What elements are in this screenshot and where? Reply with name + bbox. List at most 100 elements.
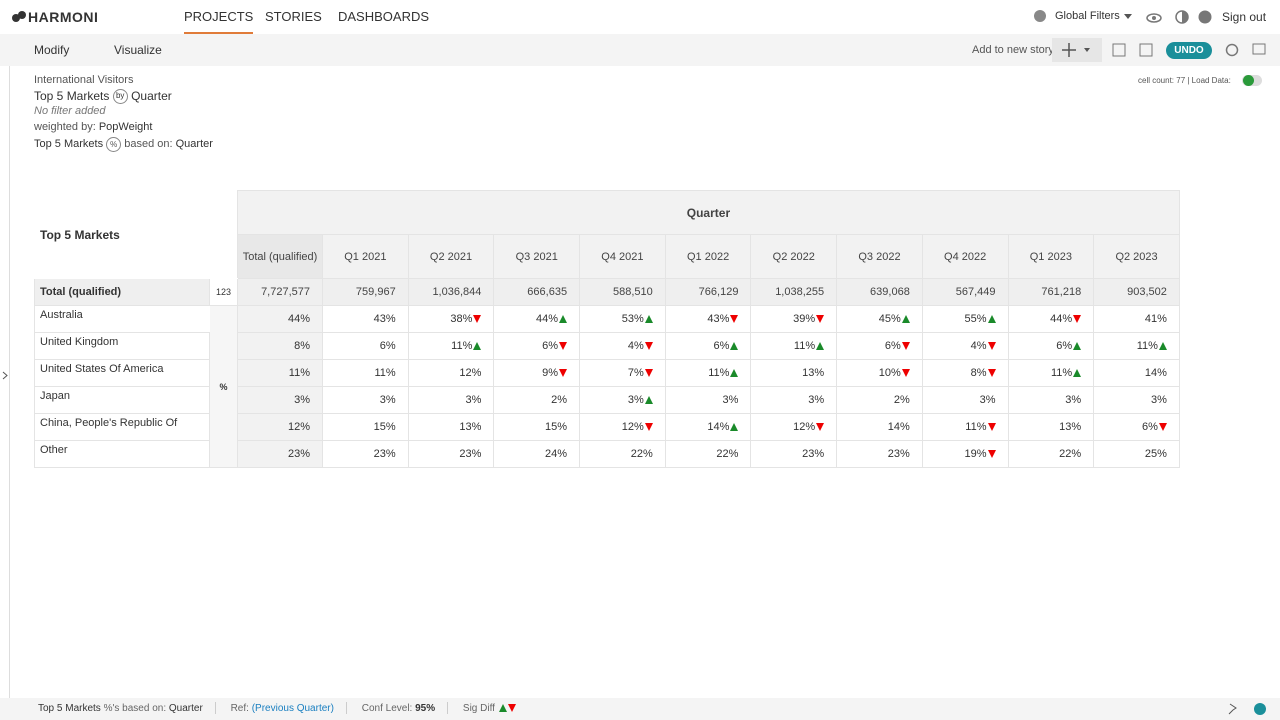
value-cell: 6%	[836, 332, 923, 360]
cell-value: 23%	[459, 448, 482, 460]
cell-value: 11%	[1050, 367, 1073, 379]
close-icon[interactable]	[1254, 703, 1266, 715]
cell-value: 3%	[722, 394, 739, 406]
corner: Top 5 Markets	[34, 190, 238, 279]
value-cell: 10%	[836, 359, 923, 387]
cell-value: 3%	[1150, 394, 1167, 406]
value-cell: 23%	[836, 440, 923, 468]
cell-value: 14%	[887, 421, 910, 433]
sig-up	[730, 369, 739, 377]
help-icon[interactable]	[1198, 10, 1212, 24]
pin-icon[interactable]	[1228, 703, 1238, 715]
globe-icon	[1034, 10, 1046, 22]
column-header: Q4 2021	[579, 234, 666, 279]
eye-icon[interactable]	[1146, 10, 1162, 24]
cell-value: 43%	[373, 313, 396, 325]
base-note: Top 5 Markets % based on: Quarter	[34, 137, 213, 152]
ref-label: Ref:	[230, 703, 249, 714]
cell-value: 13%	[802, 367, 825, 379]
value-cell: 6%	[1007, 332, 1095, 360]
cell-value: 3%	[379, 394, 396, 406]
conf-value: 95%	[415, 703, 436, 714]
value-cell: 15%	[322, 413, 409, 441]
cell-value: 41%	[1144, 313, 1167, 325]
add-story[interactable]: Add to new story	[972, 44, 1054, 56]
value-cell: 12%	[407, 359, 495, 387]
cell-value: 11%	[451, 340, 473, 352]
cell-value: 23%	[802, 448, 825, 460]
sig-down	[987, 342, 996, 350]
sig-down	[1073, 315, 1082, 323]
dataset: International Visitors	[34, 74, 134, 86]
modify[interactable]: Modify	[34, 43, 70, 57]
sig-down	[987, 450, 996, 458]
cell-value: 55%	[964, 313, 987, 325]
ref-value[interactable]: (Previous Quarter)	[251, 703, 334, 714]
cell-value: 14%	[707, 421, 730, 433]
value-cell: 11%	[322, 359, 409, 387]
value-cell: 8%	[921, 359, 1009, 387]
total-cell: 761,218	[1007, 278, 1095, 306]
total-cell: 588,510	[579, 278, 666, 306]
column-row: Total (qualified) Q1 2021 Q2 2021 Q3 2021 Q4…	[35, 234, 1180, 279]
cell-value: 22%	[1059, 448, 1082, 460]
total-cell: 1,036,844	[407, 278, 495, 306]
footer-row: Top 5 Markets	[38, 703, 101, 714]
sig-down	[901, 342, 910, 350]
value-cell: 3%	[579, 386, 666, 414]
crosstab: Top 5 Markets Quarter Total (qualified) Q1 …	[34, 190, 1180, 468]
cell-value: 3%	[294, 394, 310, 406]
value-cell: 6%	[493, 332, 581, 360]
tab[interactable]: PROJECTS	[184, 0, 254, 34]
sig-up	[1158, 342, 1167, 350]
cell-value: 44%	[287, 313, 310, 325]
sig-down	[816, 315, 825, 323]
refresh-icons[interactable]	[1225, 43, 1267, 57]
cell-value: 53%	[621, 313, 644, 325]
footer-col: Quarter	[168, 703, 203, 714]
value-cell: 8%	[237, 332, 323, 360]
column-header: Q2 2023	[1093, 234, 1180, 279]
total-cell: 639,068	[836, 278, 923, 306]
sig-up	[730, 423, 739, 431]
add-button[interactable]	[1052, 38, 1102, 62]
tab[interactable]: STORIES	[265, 9, 322, 24]
value-cell: 55%	[921, 305, 1009, 333]
row-label: Japan	[34, 386, 210, 414]
visualize[interactable]: Visualize	[114, 43, 162, 57]
undo-button[interactable]: UNDO	[1166, 42, 1212, 59]
value-cell: 7%	[579, 359, 666, 387]
sig-up	[644, 396, 653, 404]
cell-value: 13%	[459, 421, 482, 433]
pct-icon: %	[106, 137, 122, 152]
sig-down	[987, 423, 996, 431]
value-cell: 44%	[493, 305, 581, 333]
value-cell: 2%	[493, 386, 581, 414]
expand-icon[interactable]	[2, 371, 8, 380]
sign-out[interactable]: Sign out	[1222, 10, 1267, 24]
toolbar: Modify Visualize Add to new story UNDO	[0, 34, 1280, 66]
value-cell: 11%	[407, 332, 495, 360]
cell-value: 6%	[542, 340, 559, 352]
data-row: United States Of America 11% 11% 12% 9% 7% 11%…	[34, 359, 1180, 387]
table-title: Top 5 Markets by Quarter	[34, 89, 172, 104]
footer-based-on: %'s based on:	[103, 703, 167, 714]
theme-icon[interactable]	[1175, 10, 1189, 24]
separator	[345, 702, 347, 715]
value-cell: 12%	[579, 413, 666, 441]
value-cell: 22%	[579, 440, 666, 468]
tab[interactable]: DASHBOARDS	[338, 9, 430, 24]
value-cell: 3%	[750, 386, 838, 414]
total-cell: 1,038,255	[750, 278, 838, 306]
cell-value: 23%	[287, 448, 310, 460]
cell-value: 19%	[964, 448, 987, 460]
global-filters[interactable]: Global Filters	[1055, 10, 1120, 22]
sig-down-icon	[507, 704, 516, 712]
separator	[447, 702, 449, 715]
export-icons[interactable]	[1112, 43, 1154, 57]
load-toggle[interactable]	[1242, 75, 1262, 86]
column-header: Q2 2022	[750, 234, 838, 279]
value-cell: 14%	[836, 413, 923, 441]
value-cell: 15%	[493, 413, 581, 441]
value-cell: 11%	[921, 413, 1009, 441]
